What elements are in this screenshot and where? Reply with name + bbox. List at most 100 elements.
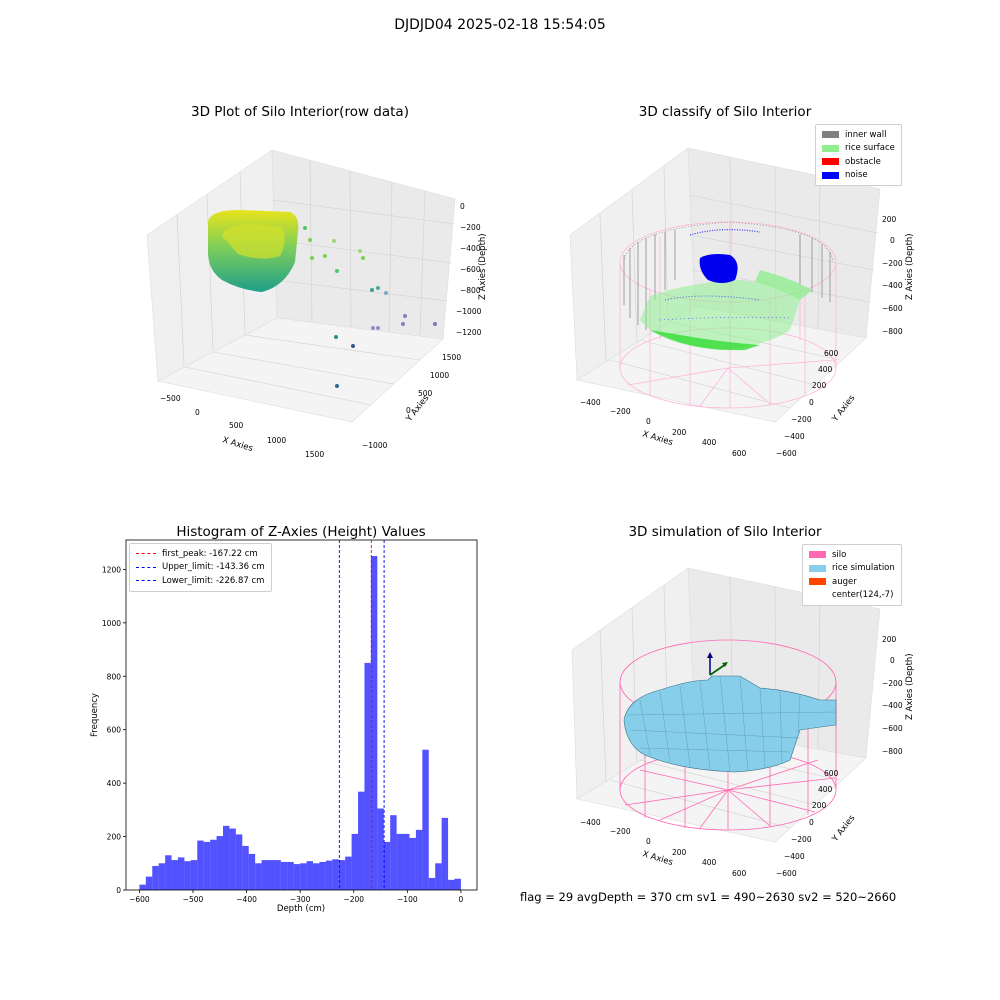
legend-label: auger xyxy=(832,576,857,587)
first-peak-line-icon xyxy=(136,553,156,555)
histogram-bar xyxy=(158,863,166,890)
simulation-ytick-5: 400 xyxy=(818,785,833,794)
classify-ztick-0: 200 xyxy=(882,215,897,224)
legend-item-noise: noise xyxy=(822,169,895,183)
x-tick-label: −500 xyxy=(183,895,204,904)
histogram-bar xyxy=(364,662,371,890)
classify-xtick-2: 0 xyxy=(646,417,651,426)
histogram-bar xyxy=(177,857,185,890)
raw-xtick-2: 500 xyxy=(229,421,244,430)
auger-icon xyxy=(707,652,728,676)
histogram-bar xyxy=(235,834,243,890)
histogram-vlines xyxy=(338,540,385,890)
histogram-bar xyxy=(441,817,449,890)
histogram-bar xyxy=(216,836,223,890)
classify-ytick-4: 200 xyxy=(812,381,827,390)
raw-plot-title: 3D Plot of Silo Interior(row data) xyxy=(191,104,409,120)
simulation-3d-plot[interactable]: −400 −200 0 200 400 600 X Axies −600 −40… xyxy=(560,550,930,880)
raw-xtick-1: 0 xyxy=(195,408,200,417)
histogram-bar xyxy=(197,840,204,890)
simulation-xtick-3: 200 xyxy=(672,848,687,857)
histogram-x-ticks: −600 −500 −400 −300 −200 −100 0 xyxy=(129,890,464,904)
raw-floor-pane xyxy=(157,317,444,423)
y-tick-label: 1000 xyxy=(102,619,121,628)
classify-ztick-3: −400 xyxy=(882,281,903,290)
legend-item-inner-wall: inner wall xyxy=(822,128,895,142)
simulation-ylabel: Y Axies xyxy=(830,813,858,845)
histogram-bar xyxy=(255,863,262,890)
histogram-bar xyxy=(210,839,217,890)
y-tick-label: 200 xyxy=(107,833,122,842)
rice-surface-swatch xyxy=(822,144,839,152)
histogram-bar xyxy=(313,863,320,890)
figure-title: DJDJD04 2025-02-18 15:54:05 xyxy=(394,17,606,33)
histogram-bar xyxy=(454,878,461,890)
rice-simulation-swatch xyxy=(809,564,826,572)
simulation-ztick-3: −400 xyxy=(882,701,903,710)
classify-plot-title: 3D classify of Silo Interior xyxy=(638,104,812,120)
histogram-bar xyxy=(448,879,455,890)
classify-xtick-5: 600 xyxy=(732,449,747,458)
histogram-title: Histogram of Z-Axies (Height) Values xyxy=(176,524,426,540)
histogram-bar xyxy=(390,815,397,890)
raw-xtick-3: 1000 xyxy=(267,436,286,445)
x-tick-label: 0 xyxy=(459,895,464,904)
histogram-bar xyxy=(248,853,256,890)
silo-swatch xyxy=(809,551,826,559)
histogram-bar xyxy=(325,860,333,890)
legend-label: inner wall xyxy=(845,129,887,140)
legend-label: first_peak: -167.22 cm xyxy=(162,548,258,559)
legend-label: Upper_limit: -143.36 cm xyxy=(162,562,265,573)
legend-item-lower-limit: Lower_limit: -226.87 cm xyxy=(136,574,265,588)
legend-item-auger: auger xyxy=(809,575,895,589)
raw-ztick-4: −800 xyxy=(460,286,481,295)
simulation-ztick-5: −800 xyxy=(882,747,903,756)
legend-label: obstacle xyxy=(845,156,881,167)
raw-3d-plot[interactable]: −500 0 500 1000 1500 X Axies −1000 0 500… xyxy=(130,130,500,460)
classify-legend: inner wall rice surface obstacle noise xyxy=(815,124,902,186)
legend-label: Lower_limit: -226.87 cm xyxy=(162,575,265,586)
raw-ytick-4: 1500 xyxy=(442,353,461,362)
raw-xtick-4: 1500 xyxy=(305,450,324,459)
histogram-chart[interactable]: −600 −500 −400 −300 −200 −100 0 0 200 400 600 800 1… xyxy=(70,530,490,920)
y-tick-label: 0 xyxy=(116,886,121,895)
histogram-bar xyxy=(274,860,281,890)
histogram-bar xyxy=(184,861,191,890)
histogram-bar xyxy=(306,861,314,890)
x-tick-label: −200 xyxy=(343,895,364,904)
classify-ytick-2: −200 xyxy=(791,415,812,424)
simulation-ztick-4: −600 xyxy=(882,724,903,733)
histogram-bars xyxy=(139,556,461,890)
histogram-bar xyxy=(165,855,172,890)
histogram-bar xyxy=(171,860,178,890)
y-tick-label: 800 xyxy=(107,672,122,681)
histogram-legend: first_peak: -167.22 cm Upper_limit: -143… xyxy=(129,543,272,592)
raw-ztick-2: −400 xyxy=(460,244,481,253)
histogram-bar xyxy=(422,749,429,890)
raw-point-cloud-top xyxy=(222,224,285,259)
classify-xtick-3: 200 xyxy=(672,428,687,437)
histogram-frame xyxy=(125,539,478,891)
simulation-ytick-4: 200 xyxy=(812,801,827,810)
simulation-zlabel: Z Axies (Depth) xyxy=(905,653,915,720)
simulation-xtick-0: −400 xyxy=(580,818,601,827)
classify-xlabel: X Axies xyxy=(641,429,674,448)
noise-swatch xyxy=(822,171,839,179)
histogram-bar xyxy=(377,808,384,890)
classify-ztick-4: −600 xyxy=(882,304,903,313)
legend-item-rice-simulation: rice simulation xyxy=(809,562,895,576)
histogram-xlabel: Depth (cm) xyxy=(277,904,325,914)
histogram-bar xyxy=(332,859,339,890)
simulation-xlabel: X Axies xyxy=(641,849,674,868)
histogram-bar xyxy=(261,860,269,890)
simulation-xtick-2: 0 xyxy=(646,837,651,846)
simulation-xtick-1: −200 xyxy=(610,827,631,836)
histogram-bar xyxy=(435,863,442,890)
y-tick-label: 400 xyxy=(107,779,122,788)
y-tick-label: 1200 xyxy=(102,565,121,574)
simulation-xtick-5: 600 xyxy=(732,869,747,878)
classify-3d-plot[interactable]: −400 −200 0 200 400 600 X Axies −600 −40… xyxy=(560,130,930,460)
histogram-bar xyxy=(383,841,391,890)
raw-grid xyxy=(176,159,456,406)
histogram-bar xyxy=(222,825,230,890)
